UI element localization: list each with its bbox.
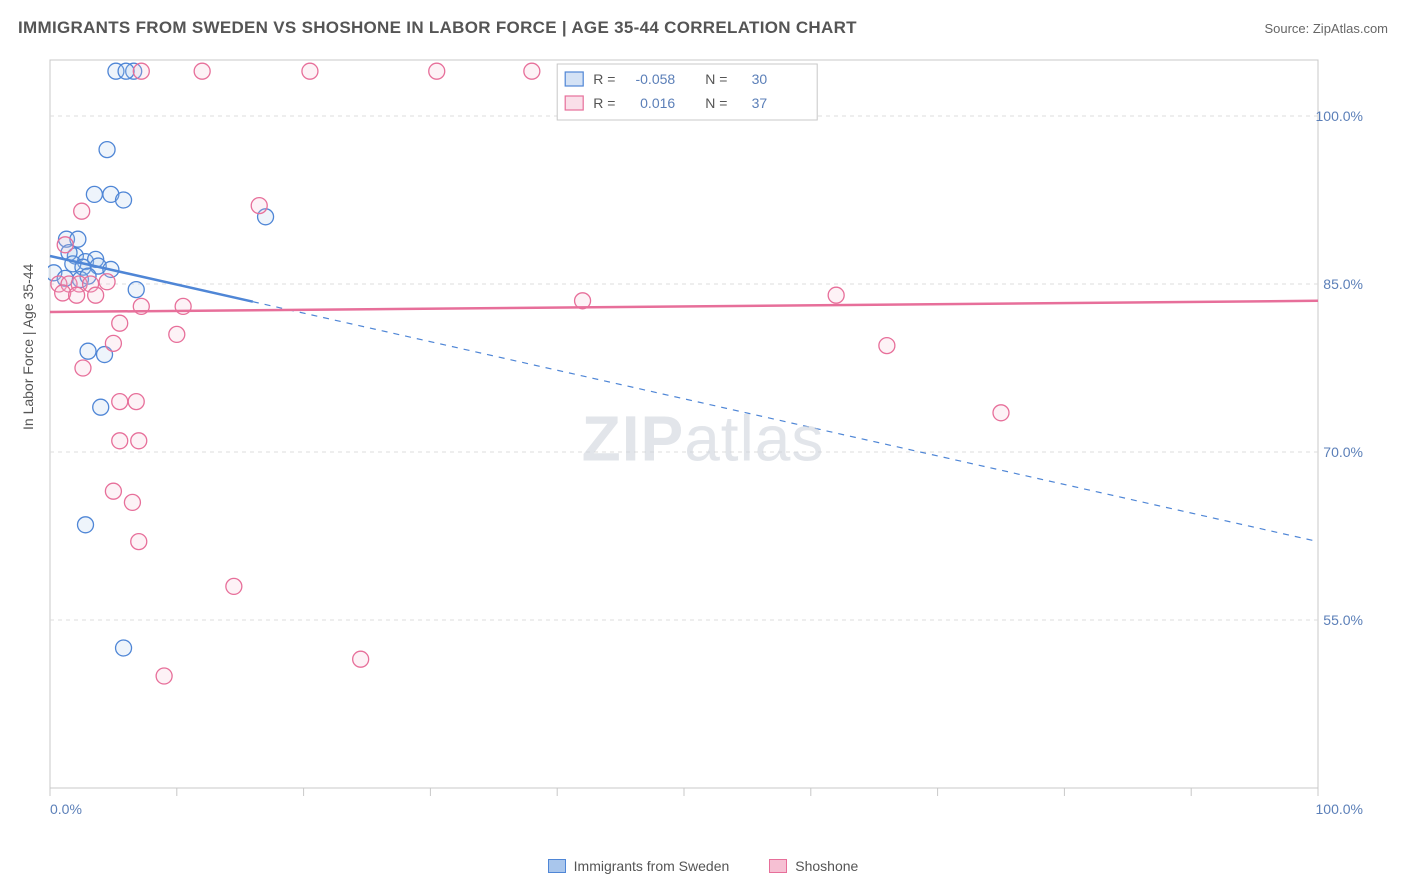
svg-text:N =: N = bbox=[705, 71, 727, 87]
legend-label: Immigrants from Sweden bbox=[574, 858, 730, 874]
bottom-legend: Immigrants from Sweden Shoshone bbox=[0, 858, 1406, 874]
svg-text:55.0%: 55.0% bbox=[1323, 612, 1363, 628]
svg-text:30: 30 bbox=[752, 71, 768, 87]
svg-text:R =: R = bbox=[593, 71, 615, 87]
svg-text:N =: N = bbox=[705, 95, 727, 111]
svg-text:100.0%: 100.0% bbox=[1316, 108, 1363, 124]
chart-title: IMMIGRANTS FROM SWEDEN VS SHOSHONE IN LA… bbox=[18, 18, 857, 38]
legend-swatch-icon bbox=[769, 859, 787, 873]
svg-text:70.0%: 70.0% bbox=[1323, 444, 1363, 460]
svg-text:85.0%: 85.0% bbox=[1323, 276, 1363, 292]
svg-text:100.0%: 100.0% bbox=[1316, 801, 1363, 817]
svg-text:0.0%: 0.0% bbox=[50, 801, 82, 817]
legend-item-shoshone: Shoshone bbox=[769, 858, 858, 874]
legend-label: Shoshone bbox=[795, 858, 858, 874]
chart-plot: 55.0% 70.0% 85.0% 100.0% 0.0% 100.0% R = -0.058… bbox=[48, 54, 1388, 824]
legend-swatch-icon bbox=[548, 859, 566, 873]
svg-text:-0.058: -0.058 bbox=[635, 71, 675, 87]
title-bar: IMMIGRANTS FROM SWEDEN VS SHOSHONE IN LA… bbox=[18, 18, 1388, 38]
svg-text:R =: R = bbox=[593, 95, 615, 111]
svg-text:37: 37 bbox=[752, 95, 768, 111]
y-axis-label: In Labor Force | Age 35-44 bbox=[20, 264, 36, 430]
source-attribution: Source: ZipAtlas.com bbox=[1264, 21, 1388, 36]
legend-item-sweden: Immigrants from Sweden bbox=[548, 858, 730, 874]
scatter-chart-svg: 55.0% 70.0% 85.0% 100.0% 0.0% 100.0% R = -0.058… bbox=[48, 54, 1388, 824]
svg-text:0.016: 0.016 bbox=[640, 95, 675, 111]
